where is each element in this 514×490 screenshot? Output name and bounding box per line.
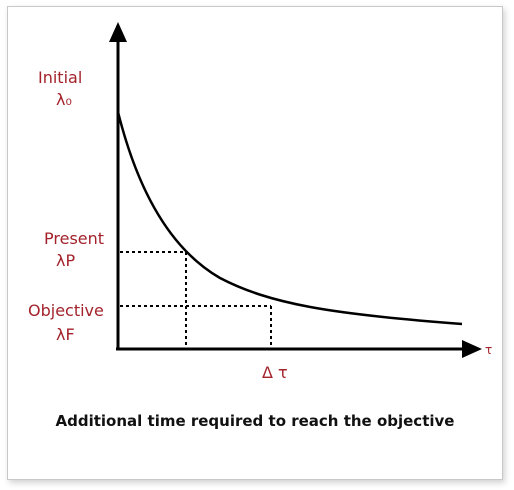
figure-caption: Additional time required to reach the ob… xyxy=(56,412,455,430)
delta-tau-label: Δ τ xyxy=(262,363,288,382)
y-axis-arrowhead xyxy=(109,22,127,42)
figure-frame xyxy=(7,6,503,480)
present-label: Present xyxy=(44,229,104,248)
lambdaP-label: λP xyxy=(56,251,75,270)
lambda0-label: λ₀ xyxy=(56,90,72,109)
x-axis-arrowhead xyxy=(462,340,482,358)
initial-label: Initial xyxy=(38,68,82,87)
x-axis-tau-label: τ xyxy=(485,343,492,357)
lambdaF-label: λF xyxy=(56,325,75,344)
decay-curve xyxy=(116,111,463,326)
objective-label: Objective xyxy=(28,301,104,320)
